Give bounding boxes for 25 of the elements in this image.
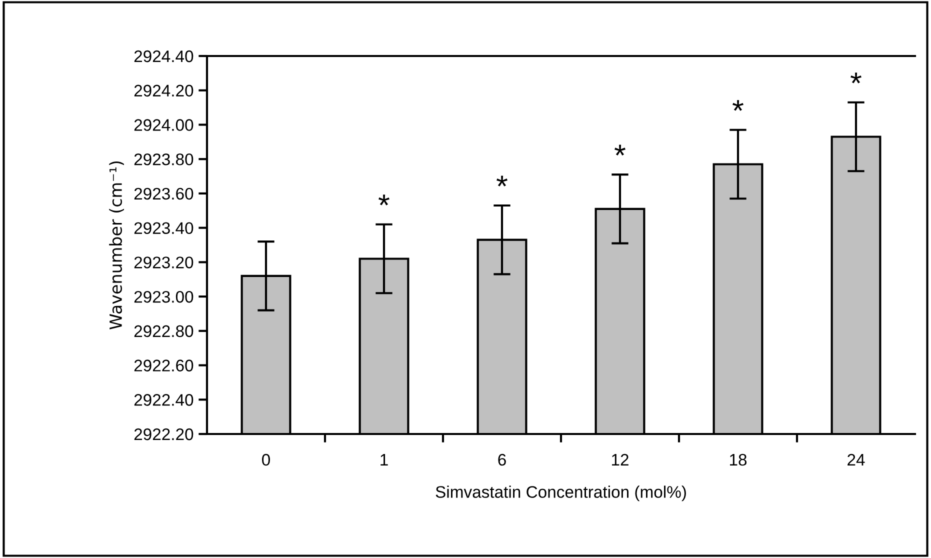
y-tick-label: 2923.60 [134, 188, 194, 200]
y-tick-label: 2924.40 [134, 50, 194, 62]
annotation: * [496, 176, 508, 186]
x-tick-label: 24 [848, 454, 865, 466]
y-tick-label: 2923.00 [134, 290, 194, 303]
y-tick-label: 2924.20 [134, 84, 194, 97]
y-tick-label: 2923.80 [134, 153, 194, 166]
x-axis-title: Simvastatin Concentration (mol%) [436, 486, 686, 502]
annotation: * [614, 144, 626, 156]
x-tick-label: 12 [612, 454, 628, 466]
y-tick-label: 2922.60 [134, 360, 194, 372]
y-tick-label: 2922.80 [134, 325, 194, 338]
y-axis-title: Wavenumber (cm⁻¹) [109, 161, 124, 330]
y-tick-label: 2923.40 [134, 222, 194, 234]
y-tick-label: 2924.00 [134, 119, 194, 131]
x-tick-label: 6 [498, 454, 506, 466]
y-tick-label: 2922.40 [134, 394, 194, 406]
y-tick-label: 2923.20 [134, 256, 194, 268]
annotation: * [732, 100, 744, 111]
x-tick-label: 18 [730, 454, 747, 466]
x-tick-label: 0 [262, 454, 270, 466]
x-tick-label: 1 [380, 454, 388, 466]
annotation: * [850, 72, 862, 84]
y-tick-label: 2922.20 [134, 428, 194, 440]
annotation: * [378, 194, 390, 206]
